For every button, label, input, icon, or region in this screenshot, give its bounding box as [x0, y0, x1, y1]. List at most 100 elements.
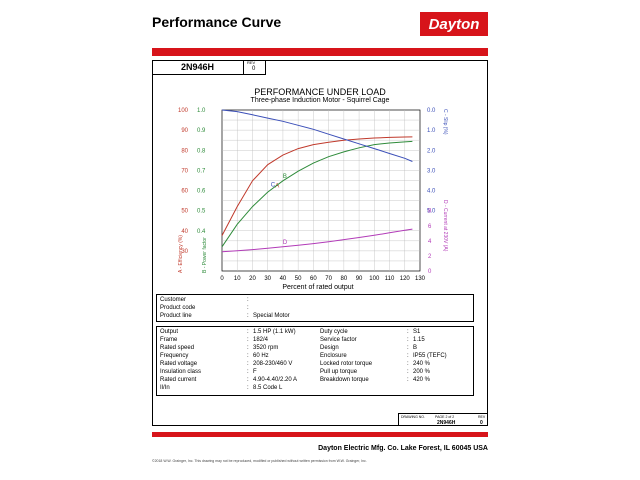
drawing-rev-value: 0 — [480, 420, 483, 426]
spec-colon: : — [407, 369, 409, 375]
spec-colon: : — [247, 337, 249, 343]
info-colon: : — [247, 297, 249, 303]
spec-label: Il/In — [160, 385, 170, 391]
info-colon: : — [247, 313, 249, 319]
info-value: Special Motor — [253, 313, 290, 319]
x-tick-label: 100 — [369, 276, 380, 282]
slip-tick: 4.0 — [427, 189, 436, 195]
slip-tick: 3.0 — [427, 168, 436, 174]
company-address: Dayton Electric Mfg. Co. Lake Forest, IL… — [318, 445, 488, 452]
efficiency-tick: 50 — [181, 209, 188, 215]
series-c-line — [221, 109, 413, 162]
spec-value: S1 — [413, 329, 421, 335]
spec-value: 200 % — [413, 369, 431, 375]
power-factor-axis-label: B - Power factor — [202, 237, 208, 273]
spec-label: Pull up torque — [320, 369, 358, 375]
efficiency-tick: 100 — [178, 108, 189, 114]
info-label: Product code — [160, 305, 196, 311]
spec-value: 4.90-4.40/2.20 A — [253, 377, 298, 383]
current-tick: 4 — [428, 239, 432, 245]
drawing-info-block: DRAWING NO. PAGE 2 of 2 REV 2N946H 0 — [398, 413, 488, 426]
spec-colon: : — [407, 329, 409, 335]
header-divider — [152, 48, 488, 56]
info-colon: : — [247, 305, 249, 311]
current-tick: 2 — [428, 254, 432, 260]
current-tick: 8 — [428, 209, 432, 215]
series-d-line — [221, 228, 413, 253]
series-a-line — [221, 136, 413, 236]
left-axes: 100 90 80 70 60 50 40 30 1.0 0.9 0.8 0.7 0.6 0.5 0.4 A … — [178, 108, 208, 273]
motor-spec-table: Output:1.5 HP (1.1 kW) Frame:182/4 Rated s… — [156, 326, 474, 396]
x-tick-label: 130 — [415, 276, 426, 282]
spec-colon: : — [247, 385, 249, 391]
x-tick-label: 30 — [264, 276, 271, 282]
x-tick-label: 20 — [249, 276, 256, 282]
spec-label: Frame — [160, 337, 178, 343]
drawing-no-label: DRAWING NO. — [401, 415, 425, 419]
revision-box: REV 0 — [244, 60, 266, 75]
power-factor-tick: 0.9 — [197, 128, 206, 134]
spec-value: 208-230/460 V — [253, 361, 293, 367]
x-tick-label: 70 — [325, 276, 332, 282]
dayton-logo: Dayton — [420, 12, 488, 36]
spec-colon: : — [247, 369, 249, 375]
series-b-label: B — [283, 174, 287, 180]
slip-tick: 1.0 — [427, 128, 436, 134]
page-number: PAGE 2 of 2 — [435, 415, 455, 419]
spec-colon: : — [247, 377, 249, 383]
efficiency-tick: 90 — [181, 128, 188, 134]
spec-label: Duty cycle — [320, 329, 348, 335]
spec-value: B — [413, 345, 418, 351]
power-factor-tick: 0.5 — [197, 209, 206, 215]
spec-value: IP55 (TEFC) — [413, 353, 447, 359]
spec-value: 1.15 — [413, 337, 425, 343]
x-tick-label: 50 — [295, 276, 302, 282]
model-number: 2N946H — [152, 60, 244, 75]
slip-tick: 0.0 — [427, 108, 436, 114]
customer-info-table: Customer: Product code: Product line: Speci… — [156, 294, 474, 322]
spec-value: 240 % — [413, 361, 431, 367]
spec-value: 8.5 Code L — [253, 385, 283, 391]
x-tick-label: 90 — [356, 276, 363, 282]
spec-value: 3520 rpm — [253, 345, 279, 351]
spec-value: 420 % — [413, 377, 431, 383]
spec-label: Output — [160, 329, 179, 335]
spec-label: Rated speed — [160, 345, 195, 351]
document-frame — [152, 60, 488, 426]
spec-value: F — [253, 369, 257, 375]
spec-label: Service factor — [320, 337, 357, 343]
drawing-rev-label: REV — [478, 415, 486, 419]
right-axes: 0.0 1.0 2.0 3.0 4.0 5.08 6 4 2 0 C - Slip (%) D - C… — [427, 108, 448, 275]
spec-colon: : — [407, 377, 409, 383]
spec-colon: : — [407, 353, 409, 359]
footer-divider — [152, 432, 488, 437]
power-factor-tick: 0.4 — [197, 229, 206, 235]
efficiency-tick: 30 — [181, 249, 188, 255]
revision-value: 0 — [252, 66, 256, 72]
efficiency-tick: 70 — [181, 168, 188, 174]
page-title: Performance Curve — [152, 14, 282, 30]
x-tick-label: 40 — [280, 276, 287, 282]
x-axis: 0 10 20 30 40 50 60 70 80 90 100 110 120 130 — [220, 276, 425, 282]
power-factor-tick: 0.8 — [197, 148, 206, 154]
drawing-number: 2N946H — [437, 420, 456, 426]
series-lines: AB C D — [221, 109, 413, 253]
revision-label: REV — [247, 60, 256, 65]
current-axis-label: D - Current at 230V (A) — [442, 200, 448, 252]
spec-colon: : — [247, 361, 249, 367]
spec-colon: : — [247, 345, 249, 351]
info-label: Customer — [160, 297, 187, 303]
power-factor-tick: 1.0 — [197, 108, 206, 114]
series-d-label: D — [283, 240, 288, 246]
power-factor-tick: 0.6 — [197, 189, 206, 195]
spec-label: Enclosure — [320, 353, 347, 359]
performance-chart: 100908070605040301.00.90.80.70.60.50.4A … — [178, 108, 448, 291]
chart-title: PERFORMANCE UNDER LOAD — [254, 87, 386, 97]
x-tick-label: 80 — [341, 276, 348, 282]
spec-value: 182/4 — [253, 337, 269, 343]
spec-label: Rated voltage — [160, 361, 198, 367]
series-a-label: A — [275, 184, 279, 190]
efficiency-axis-label: A - Efficiency (%) — [178, 235, 184, 273]
spec-colon: : — [407, 337, 409, 343]
efficiency-tick: 60 — [181, 189, 188, 195]
